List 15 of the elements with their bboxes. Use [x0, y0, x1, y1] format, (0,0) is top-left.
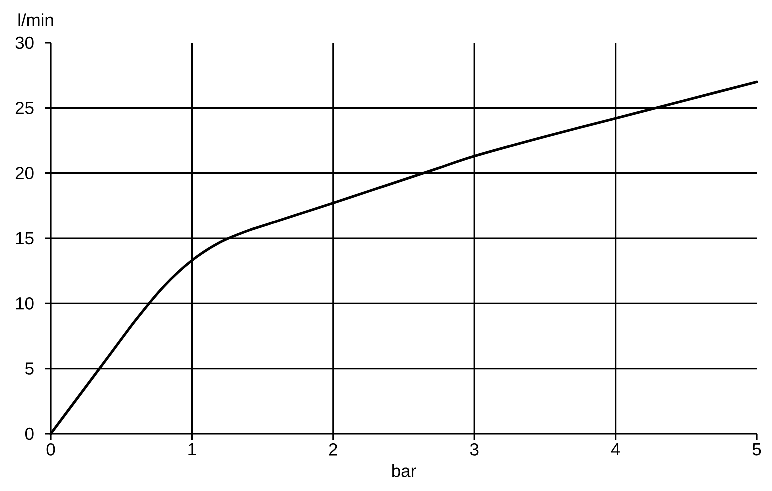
x-tick-label: 2	[329, 444, 338, 456]
y-tick-label: 15	[16, 232, 34, 245]
y-tick-label: 0	[25, 428, 34, 440]
x-tick-label: 0	[46, 444, 56, 456]
y-tick-label: 10	[16, 297, 34, 310]
x-tick-label: 3	[470, 444, 479, 456]
x-tick-label: 4	[611, 444, 620, 456]
x-axis-title: bar	[392, 464, 416, 478]
y-tick-label: 5	[25, 362, 34, 375]
x-tick-label: 1	[188, 444, 196, 456]
y-tick-label: 25	[16, 102, 34, 114]
y-axis-title: l/min	[18, 14, 54, 26]
y-tick-label: 30	[16, 36, 34, 50]
y-tick-label: 20	[16, 167, 34, 180]
x-tick-label: 5	[752, 444, 762, 456]
